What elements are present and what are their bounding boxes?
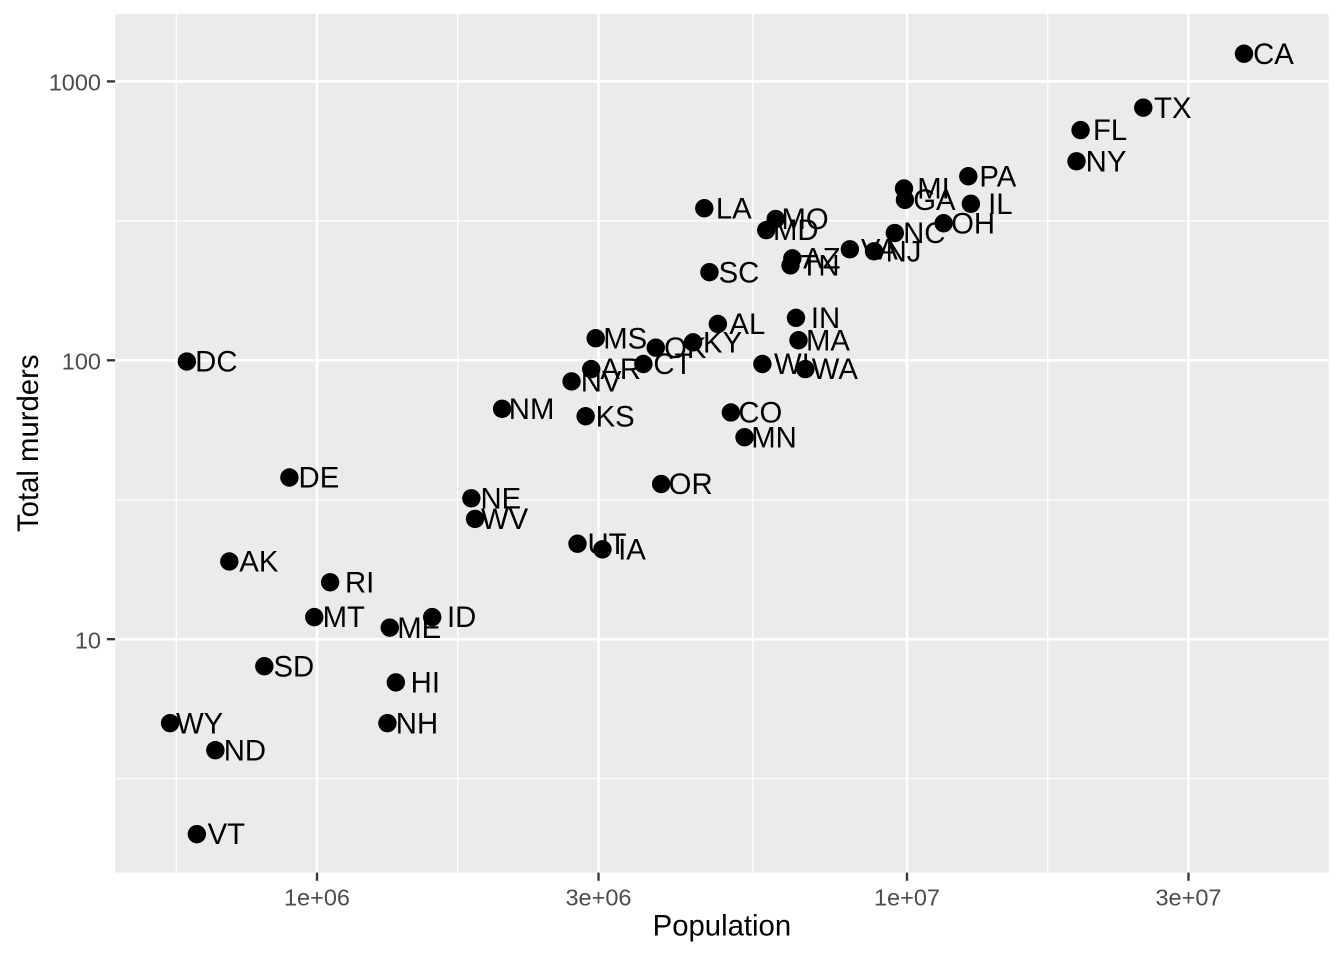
svg-text:AZ: AZ [803, 242, 840, 275]
svg-text:VT: VT [208, 818, 246, 851]
svg-text:AL: AL [729, 308, 765, 341]
svg-text:CO: CO [738, 397, 782, 430]
svg-text:MT: MT [323, 601, 365, 634]
svg-text:LA: LA [716, 192, 752, 225]
svg-text:NH: NH [396, 707, 438, 740]
svg-text:NC: NC [903, 217, 945, 250]
svg-text:WV: WV [481, 503, 529, 536]
svg-text:AK: AK [239, 546, 279, 579]
svg-text:MO: MO [782, 203, 829, 236]
svg-text:10: 10 [75, 628, 101, 654]
svg-text:FL: FL [1093, 114, 1127, 147]
svg-text:Total murders: Total murders [12, 355, 45, 532]
svg-text:100: 100 [62, 349, 101, 375]
svg-text:WA: WA [812, 353, 859, 386]
svg-text:DC: DC [195, 346, 237, 379]
svg-text:UT: UT [587, 528, 626, 561]
svg-text:KS: KS [596, 400, 635, 433]
svg-text:NY: NY [1086, 145, 1127, 178]
svg-text:OH: OH [951, 207, 995, 240]
svg-text:DE: DE [299, 462, 340, 495]
svg-text:3e+06: 3e+06 [565, 885, 631, 911]
svg-text:MS: MS [603, 322, 647, 355]
svg-text:TN: TN [800, 249, 839, 282]
svg-text:CA: CA [1253, 38, 1294, 71]
svg-text:MI: MI [917, 173, 950, 206]
svg-text:MN: MN [751, 421, 797, 454]
svg-text:ME: ME [397, 612, 441, 645]
svg-text:1e+06: 1e+06 [284, 885, 350, 911]
svg-text:OK: OK [664, 332, 707, 365]
svg-text:VA: VA [861, 233, 898, 266]
svg-text:IL: IL [988, 188, 1012, 221]
svg-text:OR: OR [669, 468, 713, 501]
svg-text:GA: GA [913, 184, 956, 217]
svg-text:SC: SC [719, 256, 760, 289]
svg-text:NM: NM [509, 393, 555, 426]
svg-text:MD: MD [773, 214, 819, 247]
svg-text:1e+07: 1e+07 [874, 885, 940, 911]
svg-text:HI: HI [411, 667, 440, 700]
svg-text:3e+07: 3e+07 [1155, 885, 1221, 911]
svg-text:CT: CT [653, 348, 692, 381]
svg-text:RI: RI [345, 566, 374, 599]
svg-text:IA: IA [618, 533, 646, 566]
svg-text:WI: WI [774, 348, 810, 381]
svg-text:KY: KY [703, 326, 742, 359]
svg-text:ID: ID [447, 601, 476, 634]
svg-text:TX: TX [1154, 92, 1191, 125]
svg-text:MA: MA [806, 324, 850, 357]
svg-text:NE: NE [480, 482, 521, 515]
svg-text:Population: Population [653, 910, 791, 943]
svg-text:1000: 1000 [49, 70, 101, 96]
svg-text:SD: SD [273, 650, 314, 683]
svg-text:AR: AR [600, 353, 641, 386]
svg-text:IN: IN [811, 302, 840, 335]
svg-text:ND: ND [224, 734, 266, 767]
svg-text:WY: WY [176, 707, 223, 740]
svg-text:NJ: NJ [886, 235, 922, 268]
svg-text:NV: NV [581, 366, 622, 399]
svg-text:PA: PA [979, 160, 1016, 193]
